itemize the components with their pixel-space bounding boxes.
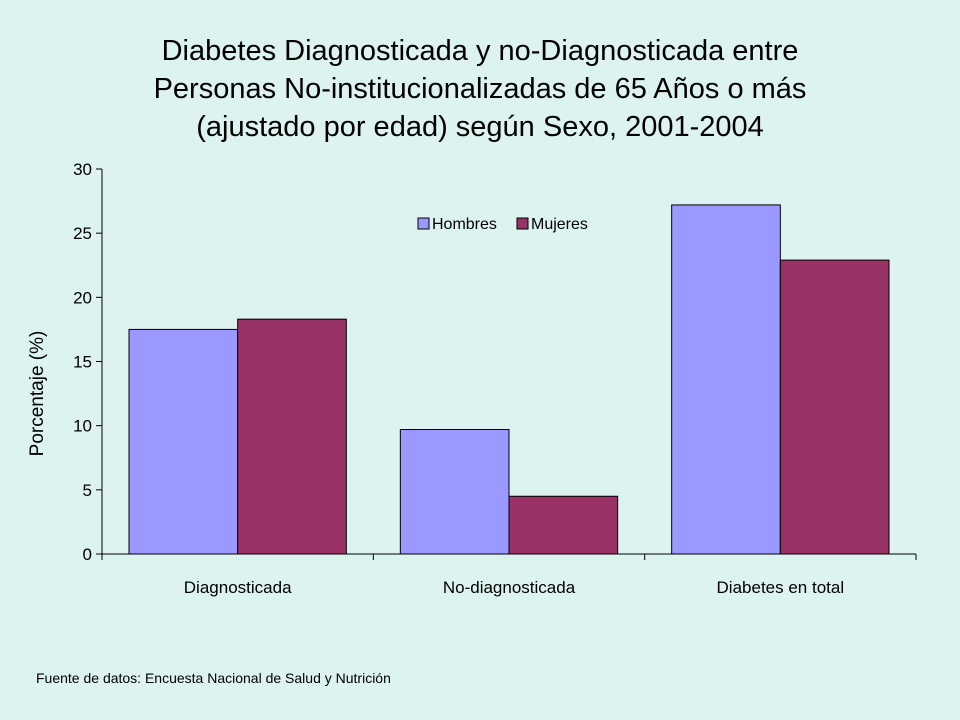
bar-mujeres-1 [508, 495, 619, 555]
legend-label-hombres: Hombres [432, 216, 497, 233]
y-tick-label: 5 [83, 481, 92, 500]
bar-hombres-0 [128, 328, 239, 555]
chart-title-line-3: (ajustado por edad) según Sexo, 2001-200… [196, 111, 764, 143]
y-tick-label: 30 [73, 160, 92, 179]
y-tick-label: 0 [83, 545, 92, 564]
chart-title: Diabetes Diagnosticada y no-Diagnosticad… [0, 32, 960, 146]
y-tick-label: 10 [73, 417, 92, 436]
y-tick-label: 25 [73, 224, 92, 243]
y-tick-label: 15 [73, 353, 92, 372]
y-axis-label: Porcentaje (%) [27, 331, 48, 457]
x-category-label: Diagnosticada [184, 578, 292, 597]
x-category-label: Diabetes en total [717, 578, 845, 597]
source-note: Fuente de datos: Encuesta Nacional de Sa… [36, 670, 391, 686]
x-category-label: No-diagnosticada [443, 578, 576, 597]
legend-label-mujeres: Mujeres [531, 216, 588, 233]
y-tick-label: 20 [73, 288, 92, 307]
legend-swatch-hombres [417, 217, 430, 230]
chart-title-line-2: Personas No-institucionalizadas de 65 Añ… [153, 73, 807, 105]
bar-mujeres-2 [779, 259, 890, 555]
legend-swatch-mujeres [516, 217, 529, 230]
chart-title-line-1: Diabetes Diagnosticada y no-Diagnosticad… [161, 35, 799, 67]
bar-hombres-1 [399, 429, 510, 555]
bar-mujeres-0 [237, 318, 347, 555]
bar-hombres-2 [671, 204, 781, 555]
